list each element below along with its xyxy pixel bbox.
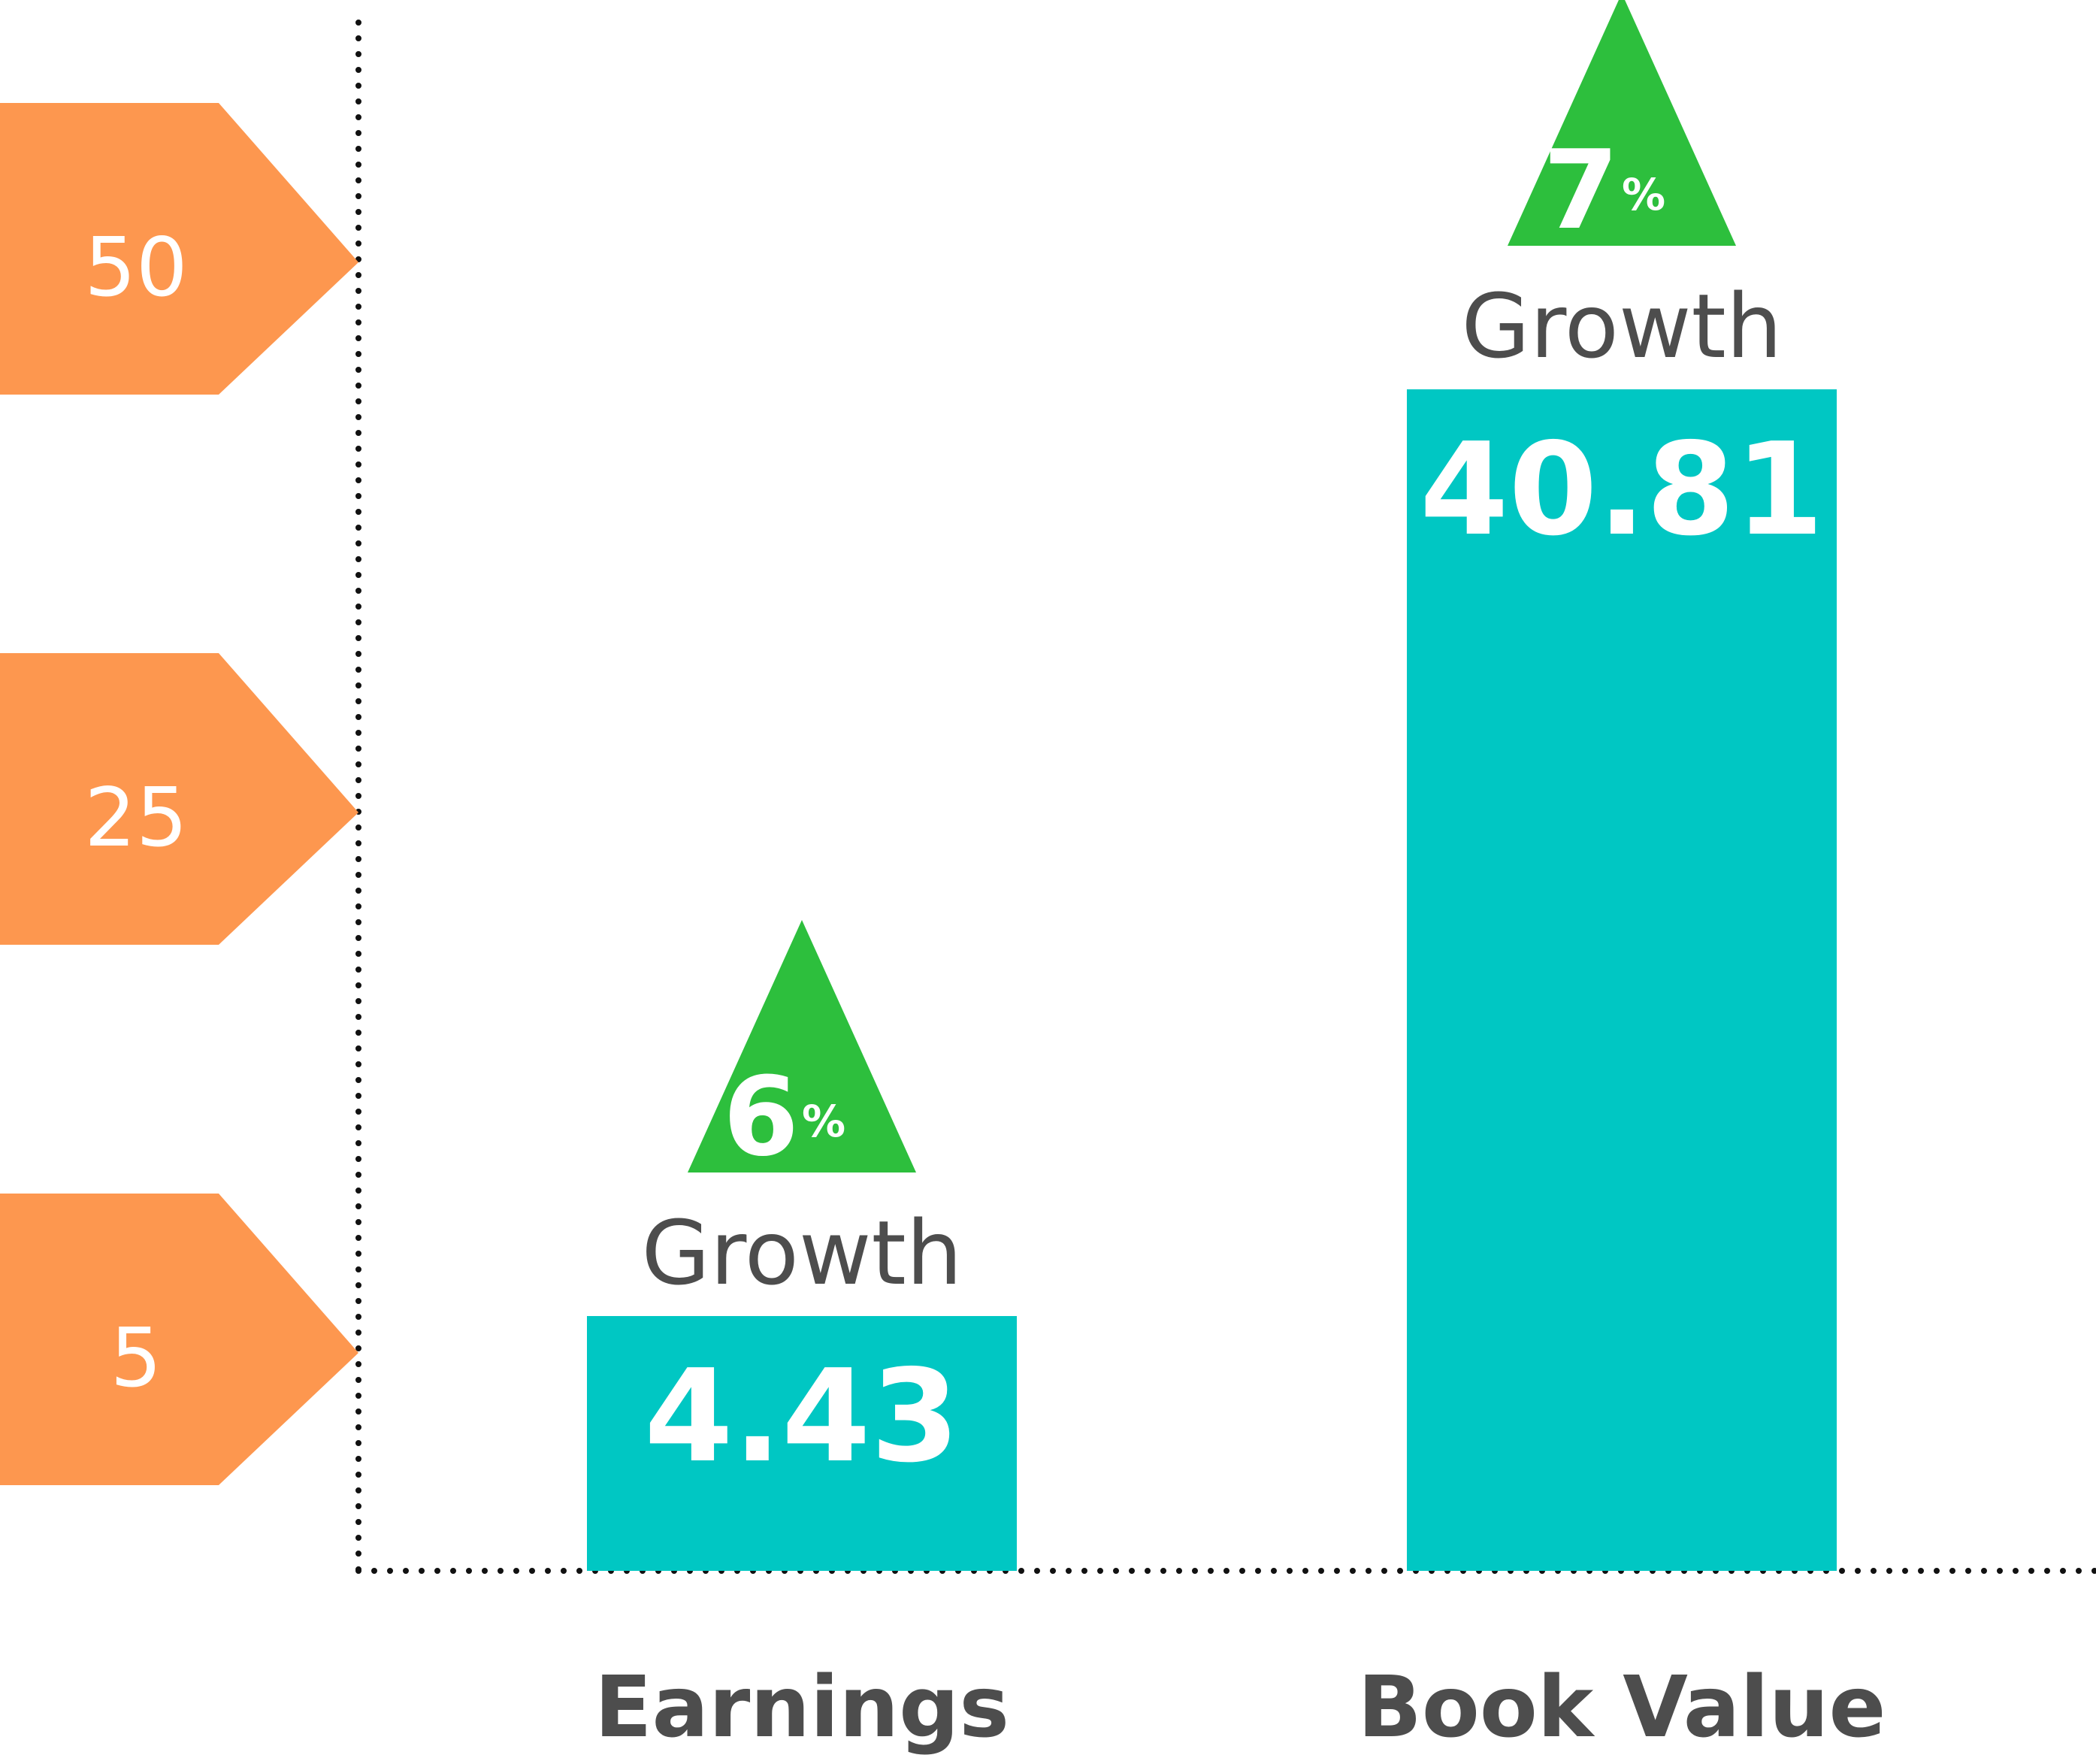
- bar-group-1: 4.43 Growth 6 % Earnings: [587, 920, 1017, 1756]
- y-tick-marker-25: [0, 653, 358, 945]
- y-tick-group: 5 25 50: [0, 103, 358, 1485]
- bar: [587, 1316, 1017, 1571]
- y-tick-label-25: 25: [84, 771, 187, 865]
- bar-value-label: 4.43: [644, 1342, 959, 1491]
- growth-up-triangle-icon: [1508, 0, 1736, 246]
- y-tick-marker-5: [0, 1194, 358, 1485]
- growth-label: Growth: [641, 1201, 962, 1305]
- y-tick-marker-50: [0, 103, 358, 395]
- bar-value-label: 40.81: [1420, 416, 1824, 564]
- x-category-label: Earnings: [594, 1659, 1009, 1756]
- growth-percent-unit: %: [1622, 169, 1665, 220]
- y-tick-label-50: 50: [84, 221, 187, 315]
- growth-percent-unit: %: [802, 1096, 845, 1147]
- bar-group: 4.43 Growth 6 % Earnings 40.81 Growth 7 % Book Va…: [587, 0, 1886, 1756]
- bar: [1407, 389, 1837, 1571]
- growth-up-triangle-icon: [688, 920, 916, 1172]
- growth-label: Growth: [1461, 274, 1782, 378]
- growth-percent-number: 7: [1543, 127, 1619, 254]
- y-tick-label-5: 5: [110, 1312, 162, 1405]
- growth-percent-number: 6: [723, 1054, 799, 1181]
- x-category-label: Book Value: [1358, 1659, 1886, 1756]
- bar-group-2: 40.81 Growth 7 % Book Value: [1358, 0, 1886, 1756]
